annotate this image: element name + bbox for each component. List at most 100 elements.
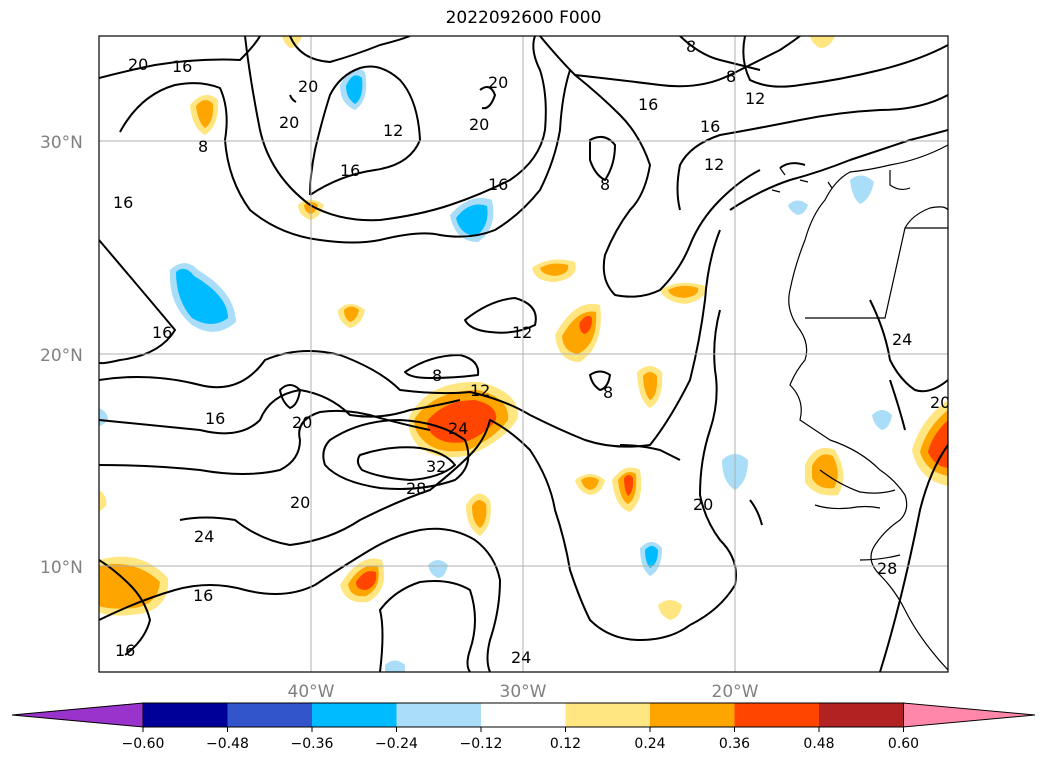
- warm-anomaly-patch: [658, 600, 682, 620]
- colorbar: −0.60 −0.48 −0.36 −0.24 −0.12 0.12 0.24 0.36 0.4…: [11, 702, 1036, 752]
- contour-label: 20: [693, 495, 713, 514]
- contour-label: 20: [292, 413, 312, 432]
- colorbar-frame: [142, 702, 904, 728]
- cool-anomaly-patch: [850, 175, 874, 204]
- contour-label: 8: [603, 383, 613, 402]
- lon-label-40w: 40°W: [288, 682, 335, 702]
- contour-label: 16: [638, 95, 658, 114]
- map-frame: [98, 35, 949, 673]
- contour-label: 16: [340, 161, 360, 180]
- colorbar-extension-high: [903, 702, 1036, 728]
- contour-label: 20: [469, 115, 489, 134]
- cool-anomaly-patch: [645, 546, 658, 568]
- contour-label: 32: [426, 457, 446, 476]
- contour-label: 20: [488, 73, 508, 92]
- contour-label: 20: [128, 55, 148, 74]
- colorbar-tick-label: 0.12: [550, 736, 581, 752]
- lon-label-20w: 20°W: [712, 682, 759, 702]
- colorbar-segment: [312, 703, 397, 727]
- warm-anomaly-patch: [928, 420, 948, 468]
- contour-label: 16: [113, 193, 133, 212]
- contour-label: 20: [279, 113, 299, 132]
- coastlines: [771, 144, 948, 671]
- warm-anomaly-patch: [579, 315, 592, 334]
- contour-label: 16: [488, 175, 508, 194]
- contour-label: 16: [700, 117, 720, 136]
- colorbar-tick-label: −0.24: [375, 736, 418, 752]
- cool-anomaly-patch: [788, 200, 808, 215]
- contour-label: 20: [298, 77, 318, 96]
- warm-anomaly-patch: [344, 306, 359, 322]
- contour-label: 28: [406, 479, 426, 498]
- contour-label-group: 20 16 20 20 8 12 16 20 20 16 16 8 8 12 1…: [113, 37, 950, 667]
- cool-anomaly-patch: [385, 660, 405, 672]
- colorbar-tick-label: 0.24: [634, 736, 665, 752]
- colorbar-tick-label: 0.36: [719, 736, 750, 752]
- colorbar-segment: [650, 703, 735, 727]
- contour-label: 16: [152, 323, 172, 342]
- warm-anomaly-patch: [581, 477, 599, 490]
- colorbar-segment: [565, 703, 650, 727]
- cool-anomaly-patch: [176, 268, 228, 324]
- warm-anomaly-patch: [643, 372, 658, 400]
- lat-label-30n: 30°N: [40, 133, 83, 153]
- colorbar-tick-label: −0.36: [291, 736, 334, 752]
- shaded-fields: [99, 36, 948, 672]
- cool-anomaly-patch: [872, 410, 892, 430]
- contour-label: 8: [726, 67, 736, 86]
- colorbar-segment: [396, 703, 481, 727]
- contour-label: 16: [115, 641, 135, 660]
- contour-label: 24: [448, 419, 468, 438]
- colorbar-segment: [819, 703, 904, 727]
- contour-label: 8: [432, 366, 442, 385]
- colorbar-tick-label: 0.60: [888, 736, 919, 752]
- warm-anomaly-patch: [427, 400, 497, 443]
- contour-label: 20: [930, 393, 950, 412]
- contour-label: 8: [686, 37, 696, 56]
- colorbar-segment: [143, 703, 228, 727]
- contour-label: 12: [383, 121, 403, 140]
- cool-anomaly-patch: [428, 560, 448, 578]
- contour-label: 24: [194, 527, 214, 546]
- contour-label: 12: [470, 381, 490, 400]
- cool-anomaly-patch: [456, 204, 488, 236]
- contour-label: 16: [193, 586, 213, 605]
- chart-title: 2022092600 F000: [445, 8, 602, 28]
- contour-label: 24: [511, 648, 531, 667]
- contour-label: 20: [290, 493, 310, 512]
- colorbar-tick-label: 0.48: [803, 736, 834, 752]
- warm-anomaly-patch: [812, 454, 838, 489]
- contour-label: 8: [600, 175, 610, 194]
- contour-label: 28: [877, 559, 897, 578]
- colorbar-segment: [227, 703, 312, 727]
- lon-label-30w: 30°W: [500, 682, 547, 702]
- warm-anomaly-patch: [810, 36, 835, 48]
- contour-label: 12: [704, 155, 724, 174]
- warm-anomaly-patch: [472, 499, 487, 528]
- colorbar-segment: [481, 703, 566, 727]
- warm-anomaly-patch: [99, 490, 107, 511]
- colorbar-extension-low: [11, 702, 144, 728]
- warm-anomaly-patch: [99, 564, 160, 609]
- cool-anomaly-patch: [346, 75, 363, 104]
- warm-anomaly-patch: [540, 263, 569, 276]
- colorbar-tick-label: −0.60: [122, 736, 165, 752]
- colorbar-segment: [734, 703, 819, 727]
- colorbar-tick-label: −0.48: [206, 736, 249, 752]
- contour-label: 16: [172, 57, 192, 76]
- contour-label: 12: [745, 89, 765, 108]
- lat-label-10n: 10°N: [40, 558, 83, 578]
- lat-label-20n: 20°N: [40, 346, 83, 366]
- warm-anomaly-patch: [196, 99, 214, 128]
- warm-anomaly-patch: [356, 571, 377, 590]
- gridlines: [99, 36, 948, 672]
- contour-lines: [99, 36, 948, 672]
- contour-label: 8: [198, 137, 208, 156]
- contour-label: 12: [512, 323, 532, 342]
- colorbar-tick-label: −0.12: [460, 736, 503, 752]
- contour-label: 16: [205, 409, 225, 428]
- warm-anomaly-patch: [624, 475, 634, 496]
- warm-anomaly-patch: [668, 285, 699, 298]
- contour-label: 24: [892, 330, 912, 349]
